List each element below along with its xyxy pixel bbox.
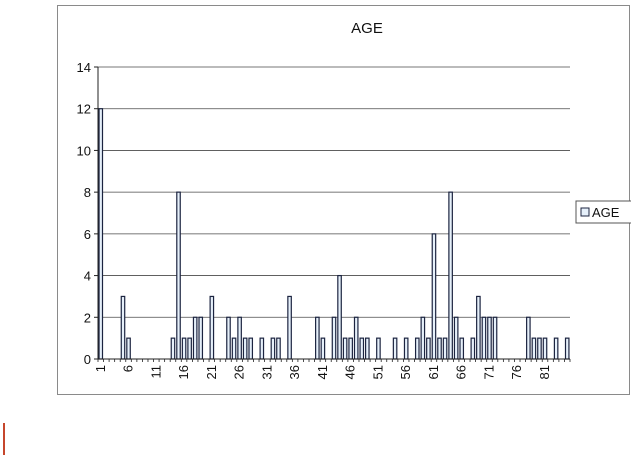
- y-tick-label: 2: [84, 310, 91, 325]
- x-tick-label: 36: [287, 365, 302, 379]
- bar: [442, 337, 448, 360]
- x-tick-label: 66: [454, 365, 469, 379]
- bar: [287, 295, 292, 360]
- x-tick-label: 21: [204, 365, 219, 379]
- bar: [564, 337, 570, 360]
- bar: [170, 337, 176, 360]
- bar: [192, 316, 198, 360]
- bar: [353, 316, 359, 360]
- gridlines: [98, 66, 570, 318]
- bar: [448, 191, 453, 360]
- bar: [403, 337, 409, 360]
- bar: [431, 233, 437, 360]
- bar: [209, 295, 215, 360]
- bar: [337, 274, 342, 360]
- bar: [242, 337, 248, 360]
- bar: [359, 337, 365, 360]
- bar: [259, 337, 265, 360]
- bar: [342, 337, 348, 360]
- bar: [453, 316, 459, 360]
- legend-label: AGE: [592, 205, 620, 220]
- bar: [437, 337, 442, 360]
- legend-box: [575, 200, 631, 224]
- bar: [376, 337, 381, 360]
- bar: [320, 337, 326, 360]
- chart-title: AGE: [351, 20, 383, 37]
- bar: [270, 337, 276, 360]
- bar: [492, 316, 498, 360]
- y-tick-label: 8: [84, 185, 91, 200]
- x-tick-label: 11: [148, 365, 163, 379]
- bar: [226, 316, 231, 360]
- bar: [98, 108, 104, 360]
- y-tick-label: 4: [84, 269, 91, 284]
- bar: [481, 316, 487, 360]
- y-tick-label: 0: [84, 352, 91, 367]
- bar: [542, 337, 548, 360]
- y-tick-label: 10: [77, 143, 91, 158]
- bar: [420, 316, 426, 360]
- bar: [126, 337, 131, 360]
- bar: [187, 337, 192, 360]
- bar: [237, 316, 242, 360]
- scan-mark: [3, 423, 5, 455]
- bars: [98, 108, 570, 360]
- bar: [470, 337, 476, 360]
- bar: [459, 337, 465, 360]
- y-tick-label: 14: [77, 60, 91, 75]
- x-tick-label: 16: [176, 365, 191, 379]
- x-tick-label: 1: [93, 365, 108, 372]
- bar: [476, 295, 481, 360]
- bar: [426, 337, 431, 360]
- x-tick-label: 51: [370, 365, 385, 379]
- x-tick-label: 41: [315, 365, 330, 379]
- bar: [315, 316, 320, 360]
- bar: [348, 337, 353, 360]
- x-tick-label: 71: [481, 365, 496, 379]
- x-tick-label: 56: [398, 365, 413, 379]
- bar: [392, 337, 398, 360]
- x-tick-label: 46: [343, 365, 358, 379]
- x-tick-label: 26: [232, 365, 247, 379]
- bar: [553, 337, 559, 360]
- bar: [526, 316, 531, 360]
- x-tick-label: 31: [259, 365, 274, 379]
- bar: [364, 337, 370, 360]
- legend: AGE: [575, 200, 631, 224]
- x-tick-label: 61: [426, 365, 441, 379]
- bar: [531, 337, 537, 360]
- bar: [537, 337, 542, 360]
- bar: [181, 337, 187, 360]
- bar: [248, 337, 254, 360]
- bar: [120, 295, 126, 360]
- y-tick-label: 6: [84, 227, 91, 242]
- bar: [176, 191, 181, 360]
- x-tick-label: 6: [121, 365, 136, 372]
- bar: [414, 337, 420, 360]
- bar: [331, 316, 337, 360]
- chart-area: AGE 0 2 4 6 8 10 12 14 1 6 11 16 21 26 31 36 41 46 51 56 61 6…: [57, 5, 631, 395]
- x-tick-label: 81: [537, 365, 552, 379]
- legend-swatch: [580, 207, 590, 217]
- bar: [231, 337, 237, 360]
- bar: [487, 316, 492, 360]
- bar: [198, 316, 204, 360]
- x-tick-label: 76: [509, 365, 524, 379]
- bar: [276, 337, 281, 360]
- y-tick-label: 12: [77, 102, 91, 117]
